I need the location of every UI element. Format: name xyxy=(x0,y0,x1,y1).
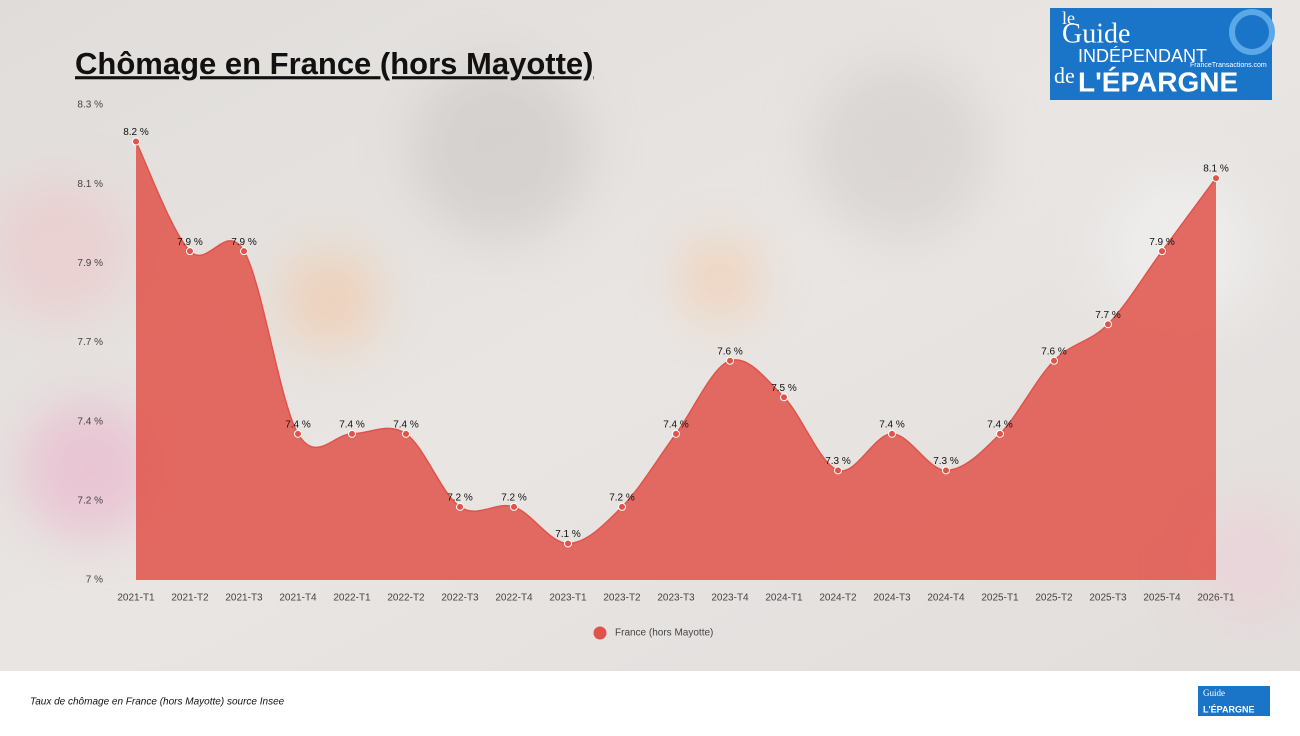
data-label: 7.9 % xyxy=(1149,237,1175,248)
data-label: 7.6 % xyxy=(1041,346,1067,357)
footer-caption: Taux de chômage en France (hors Mayotte)… xyxy=(30,697,285,708)
x-tick-label: 2026-T1 xyxy=(1197,593,1235,604)
x-tick-label: 2021-T3 xyxy=(225,593,263,604)
logo-text: Guide xyxy=(1062,18,1130,49)
logo-text: INDÉPENDANT xyxy=(1078,46,1207,66)
point xyxy=(726,356,734,365)
data-label: 8.1 % xyxy=(1203,164,1229,175)
x-tick-label: 2024-T2 xyxy=(819,593,857,604)
line xyxy=(135,141,1217,545)
point xyxy=(1212,174,1220,183)
legend-label: France (hors Mayotte) xyxy=(615,628,713,639)
x-tick-label: 2022-T3 xyxy=(441,593,479,604)
point xyxy=(1050,356,1058,365)
point xyxy=(510,502,518,511)
data-label: 8.2 % xyxy=(123,127,149,138)
point xyxy=(1158,247,1166,256)
x-tick-label: 2025-T3 xyxy=(1089,593,1127,604)
y-tick-label: 7.2 % xyxy=(77,495,103,506)
x-tick-label: 2024-T4 xyxy=(927,593,965,604)
y-tick-label: 8.3 % xyxy=(77,100,103,111)
point xyxy=(672,429,680,438)
x-tick-label: 2024-T3 xyxy=(873,593,911,604)
y-tick-label: 8.1 % xyxy=(77,179,103,190)
point xyxy=(780,393,788,402)
plot: 7 % 7.2 % 7.4 % 7.7 % 7.9 % 8.1 % 8.3 % 2021-T1… xyxy=(77,100,1235,640)
data-label: 7.2 % xyxy=(501,493,527,504)
data-label: 7.5 % xyxy=(771,383,797,394)
data-label: 7.3 % xyxy=(825,456,851,467)
point xyxy=(834,466,842,475)
logo-box xyxy=(1198,686,1270,716)
y-tick-label: 7.7 % xyxy=(77,337,103,348)
point xyxy=(402,429,410,438)
data-label: 7.3 % xyxy=(933,456,959,467)
point xyxy=(564,539,572,548)
point xyxy=(186,247,194,256)
logo-text: L'ÉPARGNE xyxy=(1203,704,1254,714)
y-tick-label: 7.4 % xyxy=(77,416,103,427)
x-tick-label: 2024-T1 xyxy=(765,593,803,604)
logo: le Guide INDÉPENDANT de L'ÉPARGNE France… xyxy=(1050,8,1275,100)
point xyxy=(240,247,248,256)
logo-text: le xyxy=(1062,8,1075,28)
x-tick-label: 2021-T4 xyxy=(279,593,317,604)
logo-text: Guide xyxy=(1203,688,1225,698)
logo-text: L'ÉPARGNE xyxy=(1078,66,1238,97)
logo-ring xyxy=(1229,9,1275,55)
data-label: 7.4 % xyxy=(663,419,689,430)
data-label: 7.4 % xyxy=(393,419,419,430)
x-tick-label: 2023-T1 xyxy=(549,593,587,604)
x-tick-label: 2022-T2 xyxy=(387,593,425,604)
data-label: 7.2 % xyxy=(447,493,473,504)
data-label: 7.4 % xyxy=(339,419,365,430)
data-label: 7.4 % xyxy=(879,419,905,430)
chart-title: Chômage en France (hors Mayotte) xyxy=(75,46,593,81)
x-tick-label: 2025-T1 xyxy=(981,593,1019,604)
point xyxy=(132,137,140,146)
data-label: 7.9 % xyxy=(177,237,203,248)
data-label: 7.9 % xyxy=(231,237,257,248)
y-tick-label: 7 % xyxy=(86,575,103,586)
x-tick-label: 2021-T2 xyxy=(171,593,209,604)
logo-site: FranceTransactions.com xyxy=(1190,62,1267,69)
x-tick-label: 2023-T3 xyxy=(657,593,695,604)
x-tick-label: 2022-T4 xyxy=(495,593,533,604)
x-tick-label: 2021-T1 xyxy=(117,593,155,604)
y-tick-label: 7.9 % xyxy=(77,258,103,269)
data-label: 7.2 % xyxy=(609,493,635,504)
blurred-crowd xyxy=(0,60,1300,620)
data-label: 7.4 % xyxy=(285,419,311,430)
logo-text: de xyxy=(1054,63,1075,88)
data-label: 7.6 % xyxy=(717,346,743,357)
legend-swatch xyxy=(593,626,607,640)
point xyxy=(1104,320,1112,329)
data-label: 7.4 % xyxy=(987,419,1013,430)
x-tick-label: 2022-T1 xyxy=(333,593,371,604)
point xyxy=(456,502,464,511)
point xyxy=(618,502,626,511)
x-tick-label: 2023-T2 xyxy=(603,593,641,604)
data-label: 7.7 % xyxy=(1095,310,1121,321)
point xyxy=(294,429,302,438)
point xyxy=(888,429,896,438)
point xyxy=(942,466,950,475)
x-tick-label: 2025-T4 xyxy=(1143,593,1181,604)
x-tick-label: 2023-T4 xyxy=(711,593,749,604)
point xyxy=(996,429,1004,438)
x-tick-label: 2025-T2 xyxy=(1035,593,1073,604)
point xyxy=(348,429,356,438)
logo-small: Guide L'ÉPARGNE xyxy=(1198,686,1270,716)
data-label: 7.1 % xyxy=(555,529,581,540)
